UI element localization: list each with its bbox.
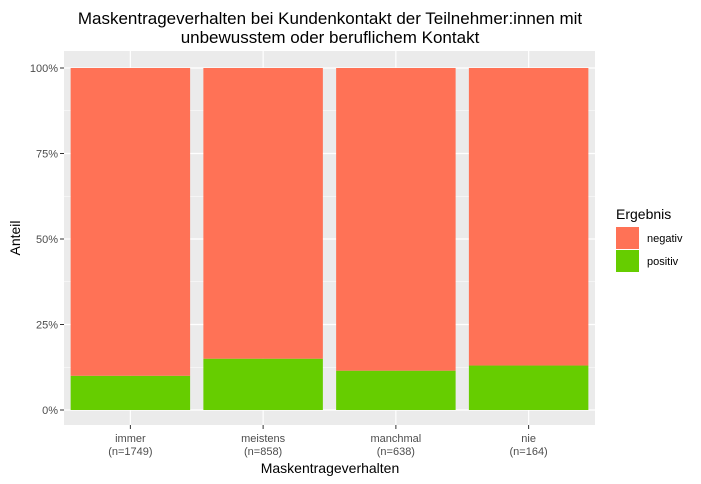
chart-title-line-2: unbewusstem oder beruflichem Kontakt: [181, 28, 480, 47]
legend-swatch-positiv: [616, 250, 639, 272]
bar-negativ-immer: [70, 68, 191, 376]
x-tick-label: immer: [115, 433, 146, 445]
bar-positiv-immer: [70, 375, 191, 410]
bar-negativ-nie: [468, 68, 589, 366]
y-tick-label: 100%: [30, 63, 58, 75]
x-tick-label: nie: [521, 433, 536, 445]
y-axis-ticks: 0% 25% 50% 75% 100%: [30, 63, 64, 417]
legend-swatch-negativ: [616, 227, 639, 249]
chart-title-line-1: Maskentrageverhalten bei Kundenkontakt d…: [78, 9, 583, 28]
y-axis-title: Anteil: [7, 220, 23, 255]
x-axis-ticks: immer(n=1749) meistens(n=858) manchmal(n=6…: [108, 425, 548, 458]
x-tick-count-label: (n=164): [510, 446, 548, 458]
legend: Ergebnis negativ positiv: [616, 206, 683, 272]
y-tick-label: 0%: [42, 405, 58, 417]
x-tick-count-label: (n=638): [377, 446, 415, 458]
y-tick-label: 75%: [36, 149, 58, 161]
bar-positiv-nie: [468, 365, 589, 410]
x-tick-count-label: (n=858): [244, 446, 282, 458]
x-tick-label: meistens: [241, 433, 286, 445]
y-tick-label: 25%: [36, 320, 58, 332]
bar-negativ-meistens: [203, 68, 323, 359]
legend-label-negativ: negativ: [647, 233, 683, 245]
x-tick-count-label: (n=1749): [108, 446, 152, 458]
y-tick-label: 50%: [36, 234, 58, 246]
x-tick-label: manchmal: [371, 433, 422, 445]
x-axis-title: Maskentrageverhalten: [261, 460, 400, 476]
bar-negativ-manchmal: [336, 68, 456, 371]
legend-title: Ergebnis: [616, 206, 671, 222]
bar-positiv-meistens: [203, 358, 323, 410]
legend-label-positiv: positiv: [647, 256, 679, 268]
bars: [70, 68, 589, 410]
bar-positiv-manchmal: [336, 370, 456, 410]
